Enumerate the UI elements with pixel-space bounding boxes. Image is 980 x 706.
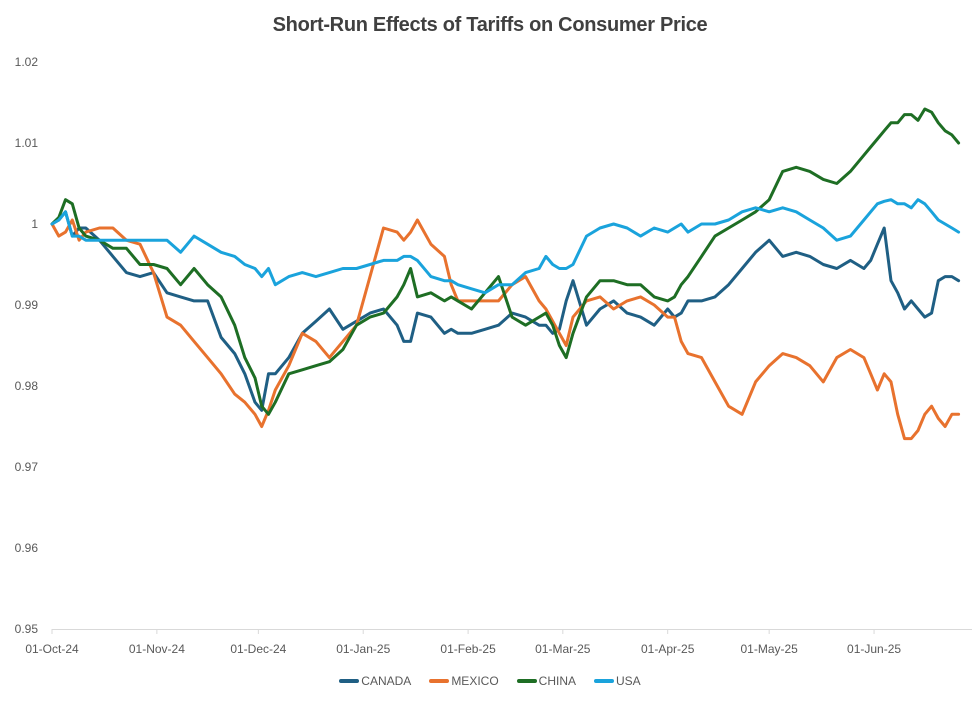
x-tick-label: 01-Apr-25 [641,642,695,656]
legend-swatch-icon [339,679,360,683]
legend-label: CHINA [538,674,576,688]
legend-swatch-icon [429,679,450,683]
series-line-mexico [50,218,961,441]
legend-item-china[interactable]: CHINA [516,674,576,688]
y-tick-label: 0.99 [15,298,39,312]
y-tick-label: 0.98 [15,379,39,393]
chart-title: Short-Run Effects of Tariffs on Consumer… [272,14,708,36]
x-tick-label: 01-May-25 [740,642,798,656]
legend-swatch-icon [516,679,537,683]
y-axis: 1.02 1.01 1 0.99 0.98 0.97 0.96 0.95 [15,55,39,636]
legend-label: USA [616,674,641,688]
series-line-china [50,107,961,416]
legend-label: CANADA [361,674,412,688]
y-tick-label: 1.01 [15,136,39,150]
x-tick-label: 01-Mar-25 [535,642,591,656]
legend-item-canada[interactable]: CANADA [339,674,411,688]
x-tick-label: 01-Jun-25 [847,642,901,656]
series-line-usa [50,198,961,295]
x-tick-label: 01-Feb-25 [440,642,496,656]
x-axis: 01-Oct-24 01-Nov-24 01-Dec-24 01-Jan-25 01-F… [25,629,972,656]
legend-label: MEXICO [451,674,499,688]
x-tick-label: 01-Nov-24 [129,642,185,656]
series-lines [50,107,961,441]
x-tick-label: 01-Jan-25 [336,642,390,656]
legend-swatch-icon [594,679,614,683]
y-tick-label: 0.95 [15,622,39,636]
y-tick-label: 0.96 [15,541,39,555]
legend: CANADA MEXICO CHINA USA [0,674,980,688]
y-tick-label: 1 [31,217,38,231]
x-tick-label: 01-Dec-24 [230,642,286,656]
legend-item-usa[interactable]: USA [594,674,641,688]
y-tick-label: 0.97 [15,460,39,474]
x-tick-label: 01-Oct-24 [25,642,79,656]
legend-item-mexico[interactable]: MEXICO [429,674,499,688]
y-tick-label: 1.02 [15,55,39,69]
